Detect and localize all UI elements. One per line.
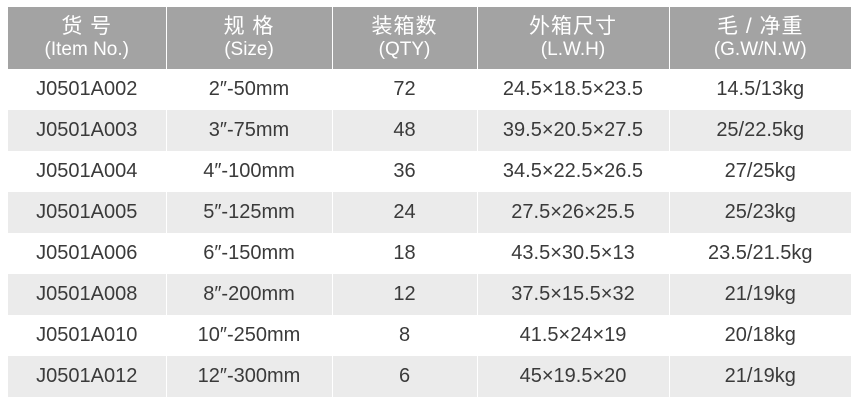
product-spec-table: 货 号 (Item No.) 规 格 (Size) 装箱数 (QTY) 外箱尺寸 (L.W.H…	[8, 7, 851, 397]
table-row: J0501A005 5″-125mm 24 27.5×26×25.5 25/23kg	[8, 192, 851, 233]
cell-carton-size: 43.5×30.5×13	[476, 233, 670, 274]
cell-weight: 27/25kg	[668, 151, 851, 192]
cell-carton-size: 34.5×22.5×26.5	[476, 151, 670, 192]
cell-size: 12″-300mm	[165, 356, 333, 397]
header-qty: 装箱数 (QTY)	[331, 7, 478, 69]
cell-size: 2″-50mm	[165, 69, 333, 110]
header-en: (G.W/N.W)	[713, 39, 807, 60]
cell-carton-size: 37.5×15.5×32	[476, 274, 670, 315]
cell-item-no: J0501A012	[8, 356, 167, 397]
cell-size: 8″-200mm	[165, 274, 333, 315]
table-row: J0501A002 2″-50mm 72 24.5×18.5×23.5 14.5/13k…	[8, 69, 851, 110]
table-row: J0501A006 6″-150mm 18 43.5×30.5×13 23.5/21.5…	[8, 233, 851, 274]
header-weight: 毛 / 净重 (G.W/N.W)	[668, 7, 851, 69]
cell-weight: 23.5/21.5kg	[668, 233, 851, 274]
cell-qty: 18	[331, 233, 478, 274]
header-item-no: 货 号 (Item No.)	[8, 7, 167, 69]
table-row: J0501A008 8″-200mm 12 37.5×15.5×32 21/19kg	[8, 274, 851, 315]
cell-qty: 8	[331, 315, 478, 356]
cell-weight: 14.5/13kg	[668, 69, 851, 110]
cell-weight: 21/19kg	[668, 356, 851, 397]
header-en: (Size)	[224, 39, 274, 60]
table-body: J0501A002 2″-50mm 72 24.5×18.5×23.5 14.5/13k…	[8, 69, 851, 397]
cell-qty: 24	[331, 192, 478, 233]
table-row: J0501A012 12″-300mm 6 45×19.5×20 21/19kg	[8, 356, 851, 397]
header-carton-size: 外箱尺寸 (L.W.H)	[476, 7, 670, 69]
cell-size: 4″-100mm	[165, 151, 333, 192]
cell-item-no: J0501A003	[8, 110, 167, 151]
cell-carton-size: 24.5×18.5×23.5	[476, 69, 670, 110]
cell-carton-size: 45×19.5×20	[476, 356, 670, 397]
table-row: J0501A010 10″-250mm 8 41.5×24×19 20/18kg	[8, 315, 851, 356]
cell-weight: 25/23kg	[668, 192, 851, 233]
header-row: 货 号 (Item No.) 规 格 (Size) 装箱数 (QTY) 外箱尺寸 (L.W.H…	[8, 7, 851, 69]
cell-qty: 72	[331, 69, 478, 110]
header-size: 规 格 (Size)	[165, 7, 333, 69]
cell-carton-size: 27.5×26×25.5	[476, 192, 670, 233]
table-row: J0501A003 3″-75mm 48 39.5×20.5×27.5 25/22.5k…	[8, 110, 851, 151]
cell-qty: 36	[331, 151, 478, 192]
header-zh: 外箱尺寸	[529, 15, 617, 38]
cell-item-no: J0501A006	[8, 233, 167, 274]
cell-item-no: J0501A002	[8, 69, 167, 110]
cell-weight: 25/22.5kg	[668, 110, 851, 151]
cell-item-no: J0501A004	[8, 151, 167, 192]
header-en: (L.W.H)	[540, 39, 606, 60]
cell-size: 10″-250mm	[165, 315, 333, 356]
header-zh: 装箱数	[371, 15, 438, 38]
cell-size: 3″-75mm	[165, 110, 333, 151]
header-zh: 规 格	[223, 15, 275, 38]
cell-size: 5″-125mm	[165, 192, 333, 233]
cell-weight: 21/19kg	[668, 274, 851, 315]
cell-carton-size: 39.5×20.5×27.5	[476, 110, 670, 151]
cell-qty: 6	[331, 356, 478, 397]
header-en: (Item No.)	[44, 39, 129, 60]
header-zh: 货 号	[61, 15, 113, 38]
cell-qty: 12	[331, 274, 478, 315]
cell-item-no: J0501A008	[8, 274, 167, 315]
cell-item-no: J0501A005	[8, 192, 167, 233]
header-en: (QTY)	[378, 39, 431, 60]
cell-carton-size: 41.5×24×19	[476, 315, 670, 356]
cell-item-no: J0501A010	[8, 315, 167, 356]
cell-weight: 20/18kg	[668, 315, 851, 356]
header-zh: 毛 / 净重	[716, 15, 804, 38]
cell-qty: 48	[331, 110, 478, 151]
table-row: J0501A004 4″-100mm 36 34.5×22.5×26.5 27/25kg	[8, 151, 851, 192]
cell-size: 6″-150mm	[165, 233, 333, 274]
